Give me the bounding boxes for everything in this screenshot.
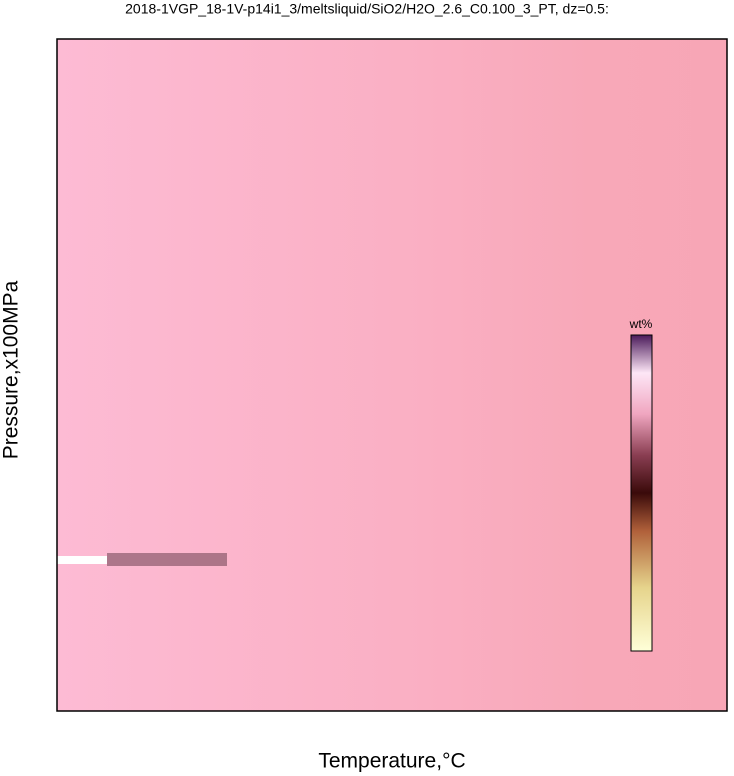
x-axis-label: Temperature,°C [318,750,465,773]
dark-band [107,553,227,566]
plot-background [57,39,727,711]
colorbar [630,334,653,652]
plot-frame [56,38,728,712]
white-band [57,556,107,564]
chart-title: 2018-1VGP_18-1V-p14i1_3/meltsliquid/SiO2… [125,1,609,17]
y-axis-label: Pressure,x100MPa [0,280,23,459]
colorbar-label: wt% [629,317,653,331]
